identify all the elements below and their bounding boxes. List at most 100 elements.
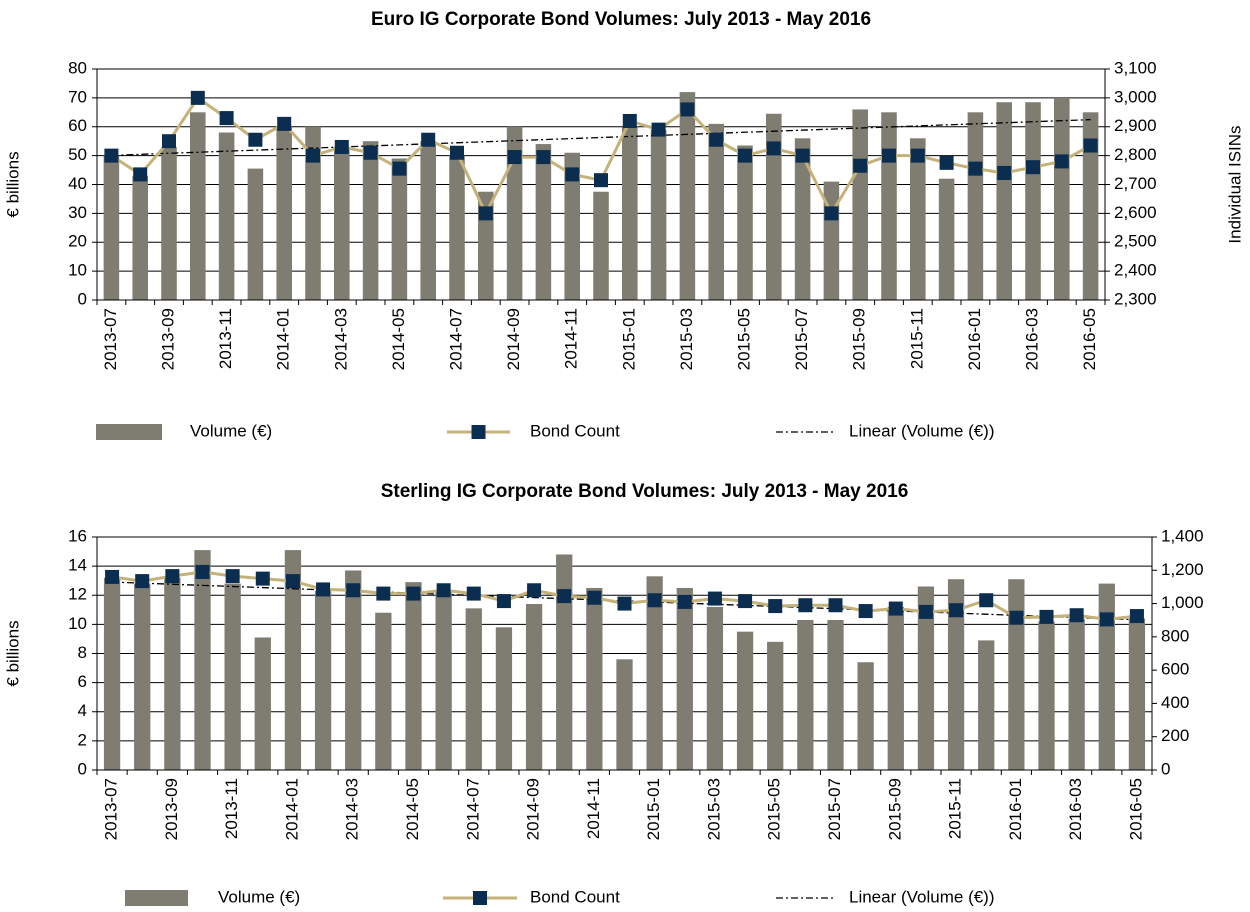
bar <box>1025 102 1041 300</box>
x-tick-label: 2013-11 <box>222 778 241 839</box>
bar <box>103 577 121 770</box>
marker <box>135 574 150 589</box>
marker <box>466 586 481 601</box>
marker <box>255 571 270 586</box>
marker <box>798 598 813 613</box>
marker <box>316 582 331 597</box>
legend-label: Volume (€) <box>218 887 300 906</box>
marker <box>680 102 695 117</box>
legend-swatch <box>471 425 486 439</box>
marker <box>376 586 391 601</box>
marker <box>918 604 933 619</box>
bar <box>938 178 955 300</box>
y-axis-label: € billions <box>3 620 22 686</box>
marker <box>707 591 722 606</box>
marker <box>795 148 810 163</box>
bar <box>794 138 811 300</box>
x-tick-label: 2014-05 <box>403 778 422 840</box>
x-tick-label: 2014-11 <box>584 778 603 839</box>
bar <box>495 627 513 770</box>
bar <box>556 554 573 770</box>
legend-swatch <box>125 890 188 906</box>
x-tick-label: 2015-05 <box>734 308 753 370</box>
y-tick-label: 12 <box>68 585 87 604</box>
marker <box>277 116 292 131</box>
y2-tick-label: 2,600 <box>1114 203 1157 222</box>
y2-tick-label: 400 <box>1161 693 1189 712</box>
bar <box>1068 618 1085 770</box>
y2-tick-label: 1,000 <box>1161 593 1204 612</box>
y2-tick-label: 2,300 <box>1114 289 1157 308</box>
marker <box>1069 608 1084 623</box>
bar <box>857 662 874 770</box>
bar <box>506 126 523 300</box>
bar <box>405 582 422 770</box>
marker <box>165 569 180 584</box>
marker <box>949 603 964 618</box>
x-tick-label: 2015-01 <box>619 308 638 370</box>
bar <box>1128 618 1146 770</box>
x-tick-label: 2014-09 <box>524 778 543 840</box>
bar <box>586 587 603 770</box>
bar <box>737 145 753 300</box>
marker <box>968 161 983 176</box>
legend-swatch <box>473 891 487 905</box>
bar <box>736 631 754 770</box>
y2-tick-label: 200 <box>1161 726 1189 745</box>
bar <box>1098 583 1115 770</box>
bar <box>535 144 552 300</box>
x-tick-label: 2014-07 <box>463 778 482 840</box>
bar <box>334 146 350 300</box>
bar <box>305 126 321 300</box>
marker <box>824 206 839 221</box>
marker <box>1039 609 1054 624</box>
y2-tick-label: 2,800 <box>1114 145 1157 164</box>
bar <box>766 113 782 300</box>
bar <box>910 138 926 300</box>
x-tick-label: 2015-05 <box>765 778 784 840</box>
marker <box>133 167 148 182</box>
x-tick-label: 2014-05 <box>389 308 408 370</box>
legend-label: Linear (Volume (€)) <box>849 421 995 440</box>
x-tick-label: 2013-09 <box>162 778 181 840</box>
bar <box>593 191 609 300</box>
bar <box>284 550 302 770</box>
marker <box>248 132 263 147</box>
marker <box>1009 610 1024 625</box>
bar <box>420 141 436 300</box>
bar <box>362 141 379 300</box>
bar <box>947 579 965 770</box>
y-tick-label: 2 <box>78 730 87 749</box>
marker <box>104 148 119 163</box>
legend-label: Bond Count <box>530 887 620 906</box>
y-tick-label: 14 <box>68 556 87 575</box>
marker <box>651 122 666 137</box>
bar <box>967 112 984 300</box>
bar <box>254 637 271 770</box>
y-tick-label: 20 <box>68 232 87 251</box>
y-tick-label: 4 <box>78 701 87 720</box>
bar <box>194 550 211 770</box>
marker <box>828 598 843 613</box>
x-tick-label: 2013-11 <box>216 308 235 369</box>
y-tick-label: 0 <box>78 289 87 308</box>
legend-label: Volume (€) <box>190 421 272 440</box>
bar <box>1054 97 1070 300</box>
marker <box>334 139 349 154</box>
marker <box>436 583 451 598</box>
marker <box>557 589 572 604</box>
marker <box>450 145 464 160</box>
marker <box>195 564 210 579</box>
y-tick-label: 8 <box>78 643 87 662</box>
y-tick-label: 6 <box>78 672 87 691</box>
marker <box>1054 154 1069 169</box>
bar <box>164 577 181 770</box>
marker <box>858 604 873 619</box>
bar <box>391 158 408 300</box>
marker <box>617 596 632 611</box>
y2-tick-label: 3,000 <box>1114 87 1157 106</box>
marker <box>939 155 954 170</box>
bar <box>887 606 904 770</box>
bar <box>345 570 362 770</box>
bar <box>375 612 392 770</box>
